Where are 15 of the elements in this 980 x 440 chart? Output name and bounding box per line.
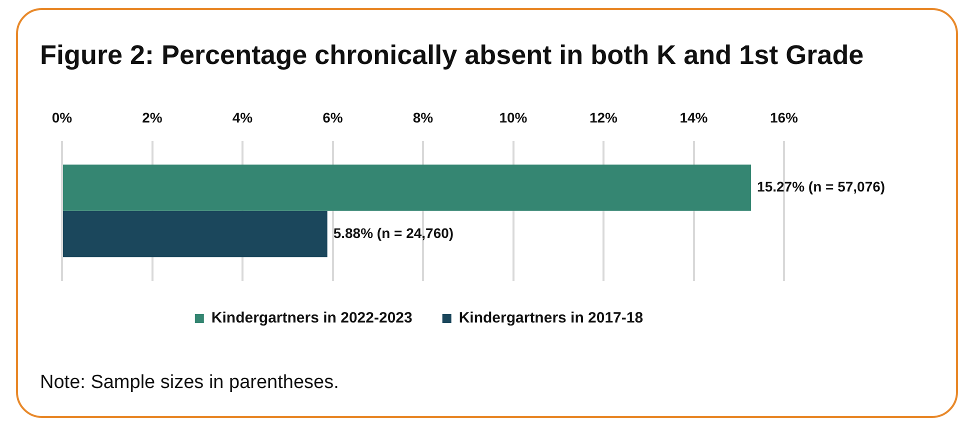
text: Note: Sample sizes in parentheses.: [40, 372, 339, 394]
x-tick-label: 0%: [52, 109, 73, 126]
chart-title: Figure 2: Percentage chronically absent in both K and 1st Grade: [40, 40, 864, 71]
x-tick-label: 8%: [412, 109, 434, 126]
data-label: 15.27% (n = 57,076): [757, 178, 886, 195]
data-label: 5.88% (n = 24,760): [333, 224, 454, 241]
x-tick-label: 4%: [232, 109, 254, 126]
legend-label: Kindergartners in 2017-18: [458, 310, 644, 327]
legend-label: Kindergartners in 2022-2023: [211, 310, 412, 327]
x-tick-label: 10%: [499, 109, 528, 126]
x-tick-label: 12%: [589, 109, 618, 126]
x-tick-label: 6%: [322, 109, 344, 126]
x-tick-label: 16%: [770, 109, 799, 126]
x-tick-label: 14%: [680, 109, 708, 126]
x-tick-label: 2%: [142, 109, 163, 126]
